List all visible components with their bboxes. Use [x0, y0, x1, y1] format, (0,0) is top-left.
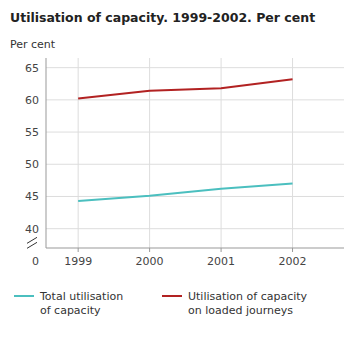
- legend-label-line: of capacity: [40, 304, 101, 317]
- x-grid-line: [221, 58, 222, 248]
- legend-label-line: Total utilisation: [39, 290, 123, 303]
- legend-swatch: [14, 295, 34, 297]
- legend-label: Utilisation of capacityon loaded journey…: [188, 290, 308, 317]
- x-tick: [221, 248, 222, 252]
- axis-break-label: 0: [32, 255, 39, 268]
- y-tick-label: 50: [25, 158, 39, 171]
- y-tick-label: 60: [25, 94, 39, 107]
- x-tick-label: 2002: [279, 255, 307, 268]
- y-grid-line: [46, 132, 344, 133]
- y-tick-label: 55: [25, 126, 39, 139]
- axis-break: [27, 237, 37, 248]
- legend: Total utilisationof capacity Utilisation …: [14, 290, 308, 317]
- title: Utilisation of capacity. 1999-2002. Per …: [10, 10, 315, 25]
- y-grid-line: [46, 228, 344, 229]
- x-tick-label: 2000: [136, 255, 164, 268]
- chart: Utilisation of capacity. 1999-2002. Per …: [0, 0, 356, 349]
- x-tick-label: 1999: [64, 255, 92, 268]
- lines: [78, 79, 292, 201]
- y-tick-label: 40: [25, 223, 39, 236]
- y-tick-label: 65: [25, 62, 39, 75]
- y-tick-label: 45: [25, 190, 39, 203]
- y-grid-line: [46, 99, 344, 100]
- y-axis-line: [46, 58, 47, 248]
- x-tick: [149, 248, 150, 252]
- y-grid-line: [46, 67, 344, 68]
- legend-label: Total utilisationof capacity: [39, 290, 123, 317]
- x-tick-label: 2001: [207, 255, 235, 268]
- legend-label-line: Utilisation of capacity: [188, 290, 308, 303]
- x-axis-line: [46, 248, 344, 249]
- x-grid-line: [78, 58, 79, 248]
- y-grid-line: [46, 196, 344, 197]
- y-grid-line: [46, 164, 344, 165]
- axis-break-slash: [27, 242, 37, 248]
- series-line: [78, 184, 292, 201]
- legend-swatch: [162, 295, 182, 297]
- y-axis-label: Per cent: [10, 38, 56, 51]
- axis-break-slash: [27, 237, 37, 243]
- series-line: [78, 79, 292, 98]
- x-grid-line: [149, 58, 150, 248]
- grid: [46, 58, 344, 248]
- legend-label-line: on loaded journeys: [188, 304, 293, 317]
- x-tick: [292, 248, 293, 252]
- x-tick: [78, 248, 79, 252]
- x-grid-line: [292, 58, 293, 248]
